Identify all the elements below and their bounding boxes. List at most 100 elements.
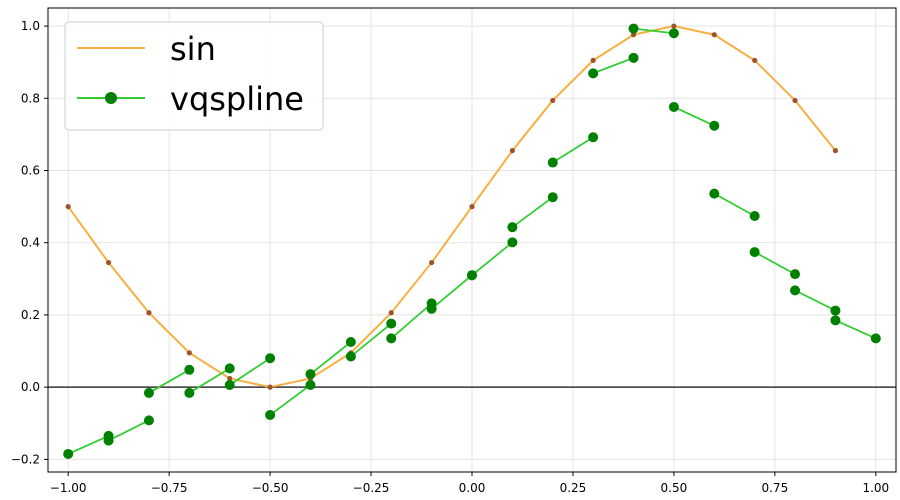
series-sin-point (146, 310, 152, 316)
legend: sin vqspline (64, 21, 324, 131)
series-vqspline-point (63, 448, 74, 459)
series-vqspline-segment (511, 196, 554, 228)
series-vqspline-point (749, 247, 760, 258)
series-vqspline-point (668, 28, 679, 39)
series-vqspline-point (305, 379, 316, 390)
series-sin-point (105, 259, 112, 266)
series-vqspline-point (870, 333, 881, 344)
x-tick-label: −1.00 (50, 481, 87, 495)
series-layer (63, 23, 881, 459)
series-vqspline-segment (673, 106, 715, 127)
y-tick-label: 1.0 (21, 19, 40, 33)
series-vqspline-point (830, 305, 841, 316)
series-vqspline-segment (713, 192, 756, 217)
series-vqspline-segment (552, 136, 594, 164)
x-tick-label: 0.50 (661, 481, 688, 495)
series-sin-point (671, 23, 677, 29)
y-tick-label: 0.2 (21, 308, 40, 322)
series-sin-point (630, 32, 637, 38)
series-sin-point (590, 57, 596, 63)
series-vqspline-point (547, 192, 558, 203)
series-vqspline-point (588, 132, 599, 143)
series-sin-point (509, 148, 515, 154)
x-axis: −1.00 −0.75 −0.50 −0.25 0.00 0.25 0.50 0.75 1.00 (50, 472, 889, 495)
series-vqspline-point (184, 364, 195, 375)
series-sin-point (469, 203, 475, 210)
series-vqspline-segment (229, 357, 271, 386)
series-vqspline-segment (108, 419, 150, 442)
series-vqspline-segment (835, 319, 877, 340)
series-vqspline-point (588, 68, 599, 79)
series-vqspline-segment (794, 289, 836, 312)
series-sin-point (267, 384, 273, 390)
series-vqspline-point (749, 210, 760, 221)
series-vqspline-point (265, 409, 276, 420)
series-vqspline-point (507, 237, 518, 248)
series-vqspline-point (467, 270, 477, 281)
series-vqspline-point (709, 120, 720, 131)
series-vqspline-segment (309, 341, 352, 375)
series-vqspline-point (103, 435, 114, 446)
x-tick-label: 0.25 (560, 481, 587, 495)
series-vqspline-segment (390, 302, 433, 340)
legend-label-vqspline: vqspline (170, 80, 304, 118)
series-vqspline-point (668, 101, 679, 112)
series-vqspline-point (426, 303, 437, 314)
series-sin-point (752, 57, 758, 63)
series-vqspline-point (709, 188, 720, 199)
y-tick-label: 0.8 (21, 91, 40, 105)
series-vqspline-point (547, 157, 558, 168)
series-vqspline-point (386, 333, 397, 344)
x-tick-label: 1.00 (862, 481, 889, 495)
series-vqspline-segment (754, 251, 796, 275)
series-sin-line (67, 25, 837, 389)
series-sin-point (711, 32, 717, 38)
series-vqspline-point (143, 415, 154, 426)
series-vqspline-point (305, 369, 316, 380)
series-sin-point (227, 375, 233, 382)
series-vqspline-point (345, 351, 356, 362)
series-vqspline-segment (471, 241, 513, 276)
series-sin-point (429, 259, 435, 266)
x-tick-label: −0.75 (151, 481, 188, 495)
series-vqspline-point (790, 269, 801, 280)
x-tick-label: 0.00 (459, 481, 486, 495)
series-vqspline-point (386, 318, 397, 329)
series-vqspline-point (143, 387, 154, 398)
series-vqspline-point (224, 363, 235, 374)
series-vqspline-point (265, 353, 276, 364)
series-vqspline-point (184, 387, 195, 398)
y-tick-label: 0.4 (21, 236, 40, 250)
series-vqspline-point (507, 222, 518, 233)
series-vqspline-segment (350, 322, 392, 358)
legend-marker-vqspline (105, 92, 117, 104)
series-vqspline-point (224, 379, 235, 390)
series-vqspline-segment (148, 369, 190, 394)
series-vqspline-segment (633, 27, 675, 35)
series-sin-point (65, 203, 71, 210)
series-sin-point (832, 148, 839, 154)
series-vqspline-segment (269, 384, 312, 416)
series-vqspline-segment (188, 367, 231, 394)
series-vqspline-point (628, 52, 639, 63)
series-vqspline-point (790, 285, 801, 296)
series-sin-point (550, 97, 556, 104)
x-tick-label: −0.50 (252, 481, 289, 495)
series-sin-point (388, 310, 394, 316)
series-sin-point (186, 350, 192, 356)
series-vqspline-point (345, 337, 356, 348)
legend-label-sin: sin (170, 30, 216, 68)
series-vqspline-point (830, 315, 841, 326)
y-axis: −0.2 0.0 0.2 0.4 0.6 0.8 1.0 (11, 19, 48, 466)
series-vqspline-segment (592, 56, 634, 75)
x-tick-label: −0.25 (353, 481, 390, 495)
x-tick-label: 0.75 (761, 481, 788, 495)
series-vqspline-segment (431, 274, 473, 310)
y-tick-label: 0.6 (21, 163, 40, 177)
y-tick-label: 0.0 (21, 380, 40, 394)
series-sin-point (792, 97, 798, 104)
y-tick-label: −0.2 (11, 452, 40, 466)
series-vqspline-point (628, 23, 639, 34)
series-vqspline-segment (67, 435, 109, 455)
